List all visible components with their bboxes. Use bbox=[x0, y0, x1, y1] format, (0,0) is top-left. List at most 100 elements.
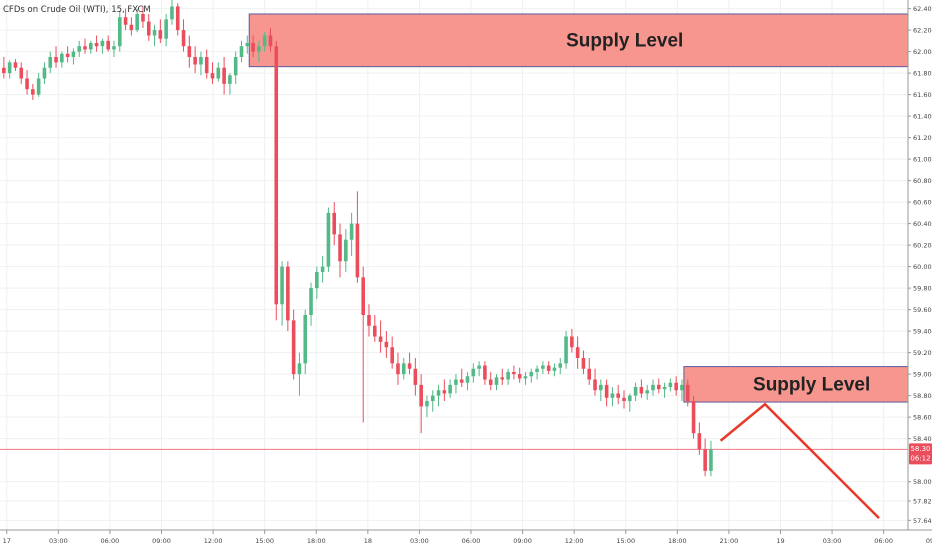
candle-body bbox=[135, 13, 139, 31]
time-axis-background bbox=[0, 530, 932, 550]
candle-body bbox=[535, 368, 539, 372]
chart-title: CFDs on Crude Oil (WTI), 15, FXCM bbox=[3, 5, 151, 15]
y-tick-label: 60.00 bbox=[913, 263, 932, 271]
candle-body bbox=[442, 390, 447, 394]
candle-body bbox=[413, 368, 418, 385]
candle-body bbox=[674, 382, 678, 391]
y-tick-label: 57.82 bbox=[913, 497, 932, 505]
y-tick-label: 59.20 bbox=[913, 349, 932, 357]
candle-body bbox=[639, 387, 644, 394]
plot-background bbox=[0, 0, 908, 530]
candle-body bbox=[552, 367, 557, 371]
candle-body bbox=[291, 320, 296, 375]
y-tick-label: 60.20 bbox=[913, 242, 932, 250]
y-tick-label: 59.40 bbox=[913, 328, 932, 336]
candle-body bbox=[42, 67, 47, 79]
candle-body bbox=[483, 365, 487, 380]
candle-body bbox=[355, 223, 360, 278]
candle-body bbox=[465, 376, 470, 383]
supply-zone-box bbox=[248, 13, 909, 68]
candle-body bbox=[616, 393, 621, 398]
candle-body bbox=[430, 395, 435, 401]
candle-body bbox=[54, 56, 58, 63]
candle-body bbox=[685, 384, 690, 401]
candle-body bbox=[668, 382, 673, 388]
candle-body bbox=[344, 239, 348, 262]
x-tick-label: 09:00 bbox=[926, 537, 932, 545]
candle-body bbox=[581, 357, 586, 369]
y-tick-label: 62.40 bbox=[913, 5, 932, 13]
candle-body bbox=[123, 17, 128, 25]
candle-body bbox=[494, 377, 499, 385]
x-tick-label: 03:00 bbox=[410, 537, 429, 545]
x-tick-label: 18:00 bbox=[307, 537, 326, 545]
candle-body bbox=[575, 347, 580, 358]
candle-body bbox=[268, 35, 273, 47]
candle-body bbox=[349, 223, 354, 240]
candle-body bbox=[425, 400, 429, 407]
candle-body bbox=[89, 43, 93, 50]
candle-body bbox=[656, 384, 661, 390]
candle-body bbox=[570, 336, 574, 348]
y-tick-label: 60.60 bbox=[913, 199, 932, 207]
candle-body bbox=[146, 21, 151, 36]
candle-body bbox=[141, 13, 145, 22]
candle-body bbox=[332, 212, 337, 235]
candle-body bbox=[309, 288, 313, 315]
candle-body bbox=[384, 341, 389, 348]
y-tick-label: 62.20 bbox=[913, 27, 932, 35]
candle-body bbox=[662, 387, 667, 390]
candle-body bbox=[228, 75, 232, 84]
x-tick-label: 06:00 bbox=[101, 537, 120, 545]
grid-lines bbox=[0, 0, 908, 530]
x-tick-label: 17 bbox=[3, 537, 11, 545]
candle-body bbox=[257, 46, 261, 52]
candle-body bbox=[77, 46, 82, 52]
candle-body bbox=[459, 379, 464, 383]
candle-body bbox=[2, 67, 6, 74]
candle-body bbox=[593, 379, 597, 391]
candle-body bbox=[187, 46, 192, 57]
candle-body bbox=[396, 363, 400, 375]
supply-zones: Supply Level Supply Level bbox=[248, 13, 909, 403]
x-tick-label: 15:00 bbox=[255, 537, 274, 545]
last-price-badge-box bbox=[909, 443, 932, 465]
candle-body bbox=[512, 371, 516, 375]
x-tick-label: 15:00 bbox=[616, 537, 635, 545]
supply-zone-label: Supply Level bbox=[753, 374, 870, 395]
y-tick-label: 59.60 bbox=[913, 306, 932, 314]
candle-body bbox=[36, 78, 41, 95]
candle-body bbox=[541, 365, 545, 369]
x-tick-label: 03:00 bbox=[49, 537, 68, 545]
candle-body bbox=[315, 271, 319, 289]
candle-body bbox=[199, 56, 203, 65]
y-tick-label: 61.60 bbox=[913, 91, 932, 99]
candle-body bbox=[7, 62, 12, 74]
candle-body bbox=[117, 17, 122, 47]
price-axis-background bbox=[908, 0, 932, 550]
candle-body bbox=[164, 19, 168, 39]
x-tick-label: 09:00 bbox=[513, 537, 532, 545]
candle-body bbox=[222, 67, 226, 84]
candle-body bbox=[112, 46, 116, 50]
y-tick-label: 57.64 bbox=[913, 517, 932, 525]
y-tick-label: 59.80 bbox=[913, 285, 932, 293]
y-tick-label: 60.40 bbox=[913, 220, 932, 228]
x-tick-label: 06:00 bbox=[874, 537, 893, 545]
x-tick-label: 03:00 bbox=[823, 537, 842, 545]
y-tick-label: 58.40 bbox=[913, 435, 932, 443]
x-tick-label: 18 bbox=[364, 537, 372, 545]
candle-body bbox=[367, 314, 371, 326]
candle-body bbox=[175, 6, 180, 31]
candle-body bbox=[680, 384, 684, 391]
candle-body bbox=[564, 336, 568, 364]
candle-body bbox=[419, 384, 423, 407]
y-tick-label: 59.00 bbox=[913, 371, 932, 379]
y-tick-label: 58.60 bbox=[913, 414, 932, 422]
x-tick-label: 19 bbox=[776, 537, 784, 545]
bar-countdown: 06:12 bbox=[910, 454, 930, 462]
candle-body bbox=[158, 30, 163, 39]
candle-body bbox=[262, 35, 267, 47]
candle-body bbox=[587, 368, 592, 380]
